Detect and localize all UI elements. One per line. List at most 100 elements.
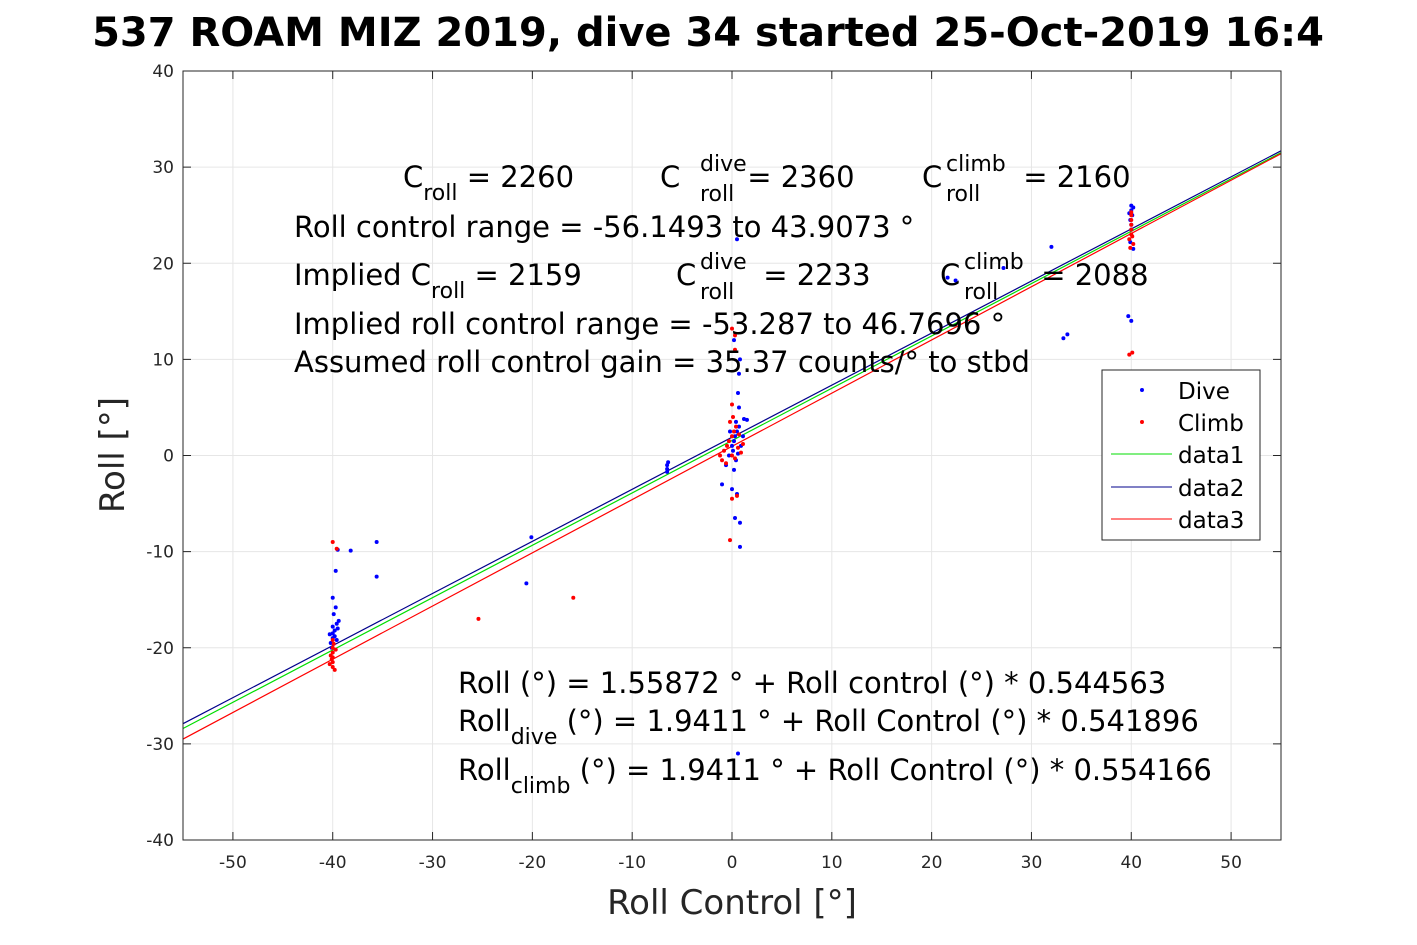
legend-marker-dive xyxy=(1140,388,1144,392)
data-point-dive xyxy=(1131,205,1136,210)
data-point-climb xyxy=(1131,242,1136,247)
data-point-dive xyxy=(330,624,335,629)
chart-title: 537 ROAM MIZ 2019, dive 34 started 25-Oc… xyxy=(92,10,1324,56)
data-point-climb xyxy=(330,650,335,655)
x-tick-label: 20 xyxy=(921,853,943,873)
data-point-dive xyxy=(735,391,740,396)
data-point-dive xyxy=(331,612,336,617)
y-tick-label: -40 xyxy=(146,831,174,851)
data-point-climb xyxy=(730,453,734,458)
data-point-dive xyxy=(665,469,670,474)
data-point-climb xyxy=(730,415,735,420)
data-point-climb xyxy=(727,439,732,444)
data-point-dive xyxy=(1065,332,1070,337)
data-point-climb xyxy=(732,456,737,461)
data-point-dive xyxy=(330,595,335,600)
data-point-dive xyxy=(731,439,736,444)
data-point-dive xyxy=(744,417,749,422)
x-tick-label: 50 xyxy=(1220,853,1242,873)
data-point-climb xyxy=(732,333,737,338)
x-axis-label: Roll Control [°] xyxy=(607,883,857,923)
data-point-climb xyxy=(1129,213,1134,218)
data-point-climb xyxy=(728,419,733,424)
y-tick-label: -20 xyxy=(146,639,174,659)
x-tick-label: 30 xyxy=(1021,853,1043,873)
legend: Dive Climb data1 data2 data3 xyxy=(1101,369,1261,541)
data-point-climb xyxy=(1129,227,1134,232)
y-tick-label: 40 xyxy=(152,62,174,82)
data-point-climb xyxy=(330,664,335,669)
x-tick-label: 10 xyxy=(821,853,843,873)
legend-label-data3: data3 xyxy=(1178,508,1244,534)
annotation-fit-all: Roll (°) = 1.55872 ° + Roll control (°) … xyxy=(458,666,1166,700)
data-point-dive xyxy=(374,540,379,545)
data-point-dive xyxy=(730,487,734,492)
data-point-climb xyxy=(734,493,739,498)
x-tick-label: 40 xyxy=(1120,853,1142,873)
data-point-climb xyxy=(735,445,740,450)
data-point-climb xyxy=(330,540,335,545)
data-point-climb xyxy=(1130,234,1135,239)
data-point-climb xyxy=(330,645,335,650)
legend-marker-climb xyxy=(1140,420,1144,424)
annotation-fit-dive: Rolldive (°) = 1.9411 ° + Roll Control (… xyxy=(458,704,1199,750)
data-point-dive xyxy=(736,424,741,429)
data-point-dive xyxy=(731,338,736,343)
data-point-dive xyxy=(730,448,735,453)
annotation-implied-c-roll: Implied Croll = 2159 xyxy=(294,258,582,304)
data-point-climb xyxy=(736,432,741,437)
data-point-dive xyxy=(666,460,671,465)
data-point-climb xyxy=(730,496,734,501)
x-tick-label: -40 xyxy=(319,853,347,873)
data-point-climb xyxy=(732,347,737,352)
data-point-climb xyxy=(1129,217,1134,222)
data-points xyxy=(327,203,1136,756)
x-tick-label: -10 xyxy=(618,853,646,873)
y-tick-label: 0 xyxy=(163,447,174,467)
data-point-dive xyxy=(1129,318,1134,323)
data-point-dive xyxy=(730,443,734,448)
data-point-climb xyxy=(724,461,729,466)
data-point-climb xyxy=(722,448,727,453)
data-point-climb xyxy=(725,443,730,448)
data-point-dive xyxy=(737,520,742,525)
data-point-dive xyxy=(348,548,353,553)
data-point-dive xyxy=(332,628,337,633)
data-point-dive xyxy=(733,419,738,424)
data-point-climb xyxy=(740,441,745,446)
legend-label-climb: Climb xyxy=(1178,411,1244,437)
data-point-dive xyxy=(1049,244,1054,249)
data-point-dive xyxy=(734,429,739,434)
data-point-climb xyxy=(720,458,725,463)
data-point-dive xyxy=(334,621,339,626)
data-point-climb xyxy=(738,450,743,455)
data-point-dive xyxy=(731,467,736,472)
annotation-c-roll: Croll = 2260 xyxy=(403,160,574,206)
data-point-dive xyxy=(332,634,337,639)
data-point-dive xyxy=(735,751,740,756)
x-tick-label: -20 xyxy=(518,853,546,873)
data-point-dive xyxy=(734,237,739,242)
data-point-climb xyxy=(329,657,334,662)
data-point-climb xyxy=(1128,245,1133,250)
data-point-climb xyxy=(1127,352,1132,357)
data-point-climb xyxy=(1129,210,1134,215)
x-tick-label: -50 xyxy=(219,853,247,873)
x-tick-label: -30 xyxy=(419,853,447,873)
axis-ticks: -50 -40 -30 -20 -10 0 10 20 30 40 50 -40 -30 -20 -10 0 1… xyxy=(146,62,1281,873)
data-point-climb xyxy=(1129,222,1134,227)
y-tick-label: 30 xyxy=(152,158,174,178)
data-point-dive xyxy=(737,544,742,549)
data-point-dive xyxy=(374,574,379,579)
data-point-dive xyxy=(732,434,737,439)
data-point-climb xyxy=(1127,237,1132,242)
data-point-climb xyxy=(718,453,723,458)
data-point-dive xyxy=(1126,314,1131,319)
legend-box xyxy=(1101,369,1261,541)
data-point-climb xyxy=(328,653,333,658)
annotation-implied-range: Implied roll control range = -53.287 to … xyxy=(294,307,1005,341)
y-axis-label: Roll [°] xyxy=(93,397,133,513)
